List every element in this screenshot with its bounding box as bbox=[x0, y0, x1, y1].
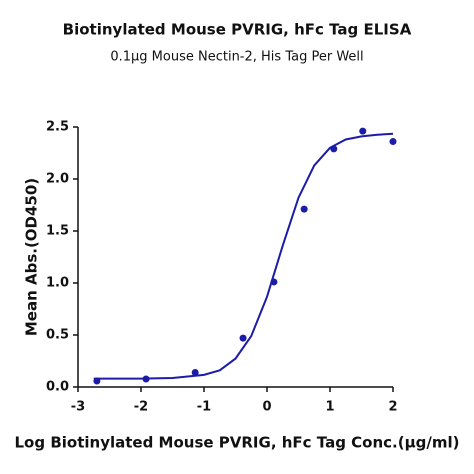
x-tick-label: 1 bbox=[325, 400, 334, 415]
y-tick-label: 1.5 bbox=[46, 224, 69, 239]
x-tick-label: -1 bbox=[197, 400, 211, 415]
y-tick-label: 0.5 bbox=[46, 328, 69, 343]
data-point bbox=[330, 145, 338, 153]
x-tick-label: 0 bbox=[262, 400, 271, 415]
data-point bbox=[270, 278, 278, 286]
x-tick-label: -3 bbox=[71, 400, 85, 415]
data-point bbox=[300, 205, 308, 213]
chart-title: Biotinylated Mouse PVRIG, hFc Tag ELISA bbox=[63, 21, 412, 39]
y-axis-label: Mean Abs.(OD450) bbox=[23, 178, 41, 336]
data-point bbox=[359, 127, 367, 135]
data-point bbox=[389, 138, 397, 146]
y-tick-label: 2.5 bbox=[46, 120, 69, 135]
x-tick-label: 2 bbox=[388, 400, 397, 415]
data-point bbox=[142, 375, 150, 383]
chart-subtitle: 0.1µg Mouse Nectin-2, His Tag Per Well bbox=[110, 50, 363, 65]
y-tick-label: 0.0 bbox=[46, 380, 69, 395]
y-tick-label: 1.0 bbox=[46, 276, 69, 291]
x-tick-label: -2 bbox=[134, 400, 148, 415]
data-point bbox=[191, 368, 199, 376]
x-axis-label: Log Biotinylated Mouse PVRIG, hFc Tag Co… bbox=[15, 434, 460, 452]
data-point bbox=[239, 334, 247, 342]
fit-curve bbox=[93, 132, 394, 380]
y-tick-label: 2.0 bbox=[46, 172, 69, 187]
data-point bbox=[93, 377, 101, 385]
